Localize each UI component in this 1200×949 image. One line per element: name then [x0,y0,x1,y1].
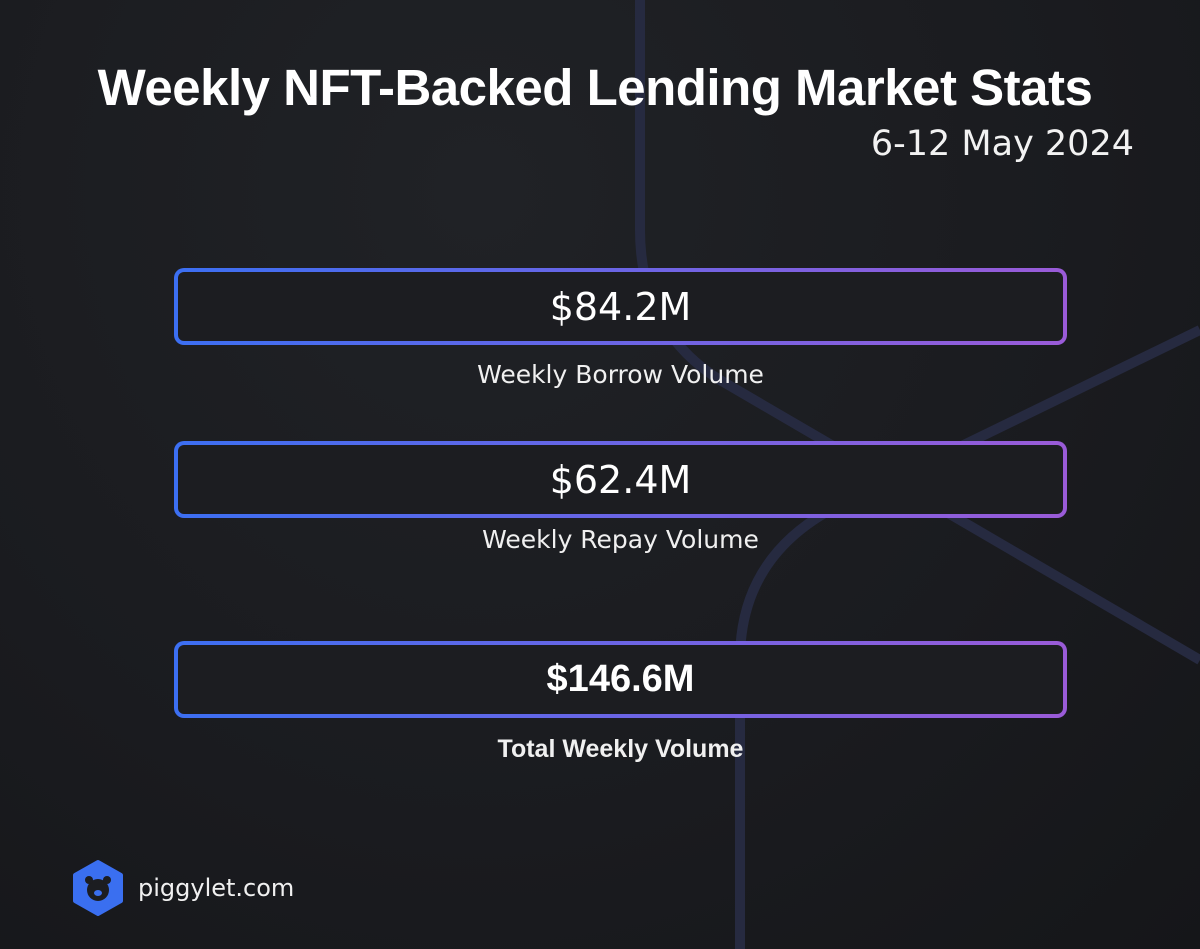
stat-value: $146.6M [546,658,695,700]
subtitle: 6-12 May 2024 [870,124,1134,164]
stat-label: Total Weekly Volume [497,735,744,763]
stat-box: $146.6M [174,641,1067,718]
stat-label: Weekly Borrow Volume [477,360,764,389]
stat-box: $84.2M [174,268,1067,345]
logo [73,860,123,916]
brand: piggylet.com [138,874,295,902]
stat-value: $62.4M [549,457,692,502]
stat-box: $62.4M [174,441,1067,518]
stat-label: Weekly Repay Volume [482,525,759,554]
title: Weekly NFT-Backed Lending Market Stats [97,59,1093,116]
stat-value: $84.2M [549,284,692,329]
